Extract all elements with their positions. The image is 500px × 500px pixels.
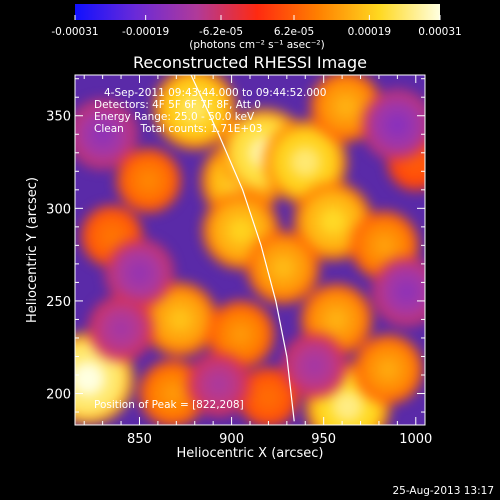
heatmap-source-core <box>161 382 184 405</box>
colorbar-tick-label: -6.2e-05 <box>199 26 243 38</box>
heatmap-source-core <box>258 387 279 407</box>
colorbar-ticks: -0.00031 -0.00019 -6.2e-05 6.2e-05 0.00019 0.… <box>51 15 462 38</box>
heatmap-sources <box>75 75 425 425</box>
heatmap-source-core <box>290 146 321 178</box>
y-tick-label: 200 <box>46 388 71 403</box>
peak-position-label: Position of Peak = [822,208] <box>94 399 244 411</box>
x-tick-label: 900 <box>219 432 244 447</box>
chart-title: Reconstructed RHESSI Image <box>133 53 367 72</box>
heatmap-source-core <box>333 94 359 119</box>
x-tick-label: 950 <box>311 432 336 447</box>
heatmap-source-core <box>332 390 364 422</box>
heatmap-source-core <box>127 261 152 285</box>
annotation-block: 4-Sep-2011 09:43:44.000 to 09:44:52.000 … <box>94 87 326 135</box>
y-axis-label: Heliocentric Y (arcsec) <box>25 177 40 323</box>
heatmap-source-core <box>137 169 160 192</box>
colorbar-tick-label: -0.00019 <box>122 26 169 38</box>
annotation-energy: Energy Range: 25.0 - 50.0 keV <box>94 111 255 123</box>
annotation-time: 4-Sep-2011 09:43:44.000 to 09:44:52.000 <box>104 87 326 99</box>
colorbar-tick-label: 0.00019 <box>348 26 391 38</box>
heatmap-source-core <box>90 122 115 147</box>
x-tick-label: 850 <box>127 432 152 447</box>
heatmap-plot: 850 900 950 1000 200 250 300 350 <box>46 74 432 447</box>
colorbar-tick-label: -0.00031 <box>51 26 98 38</box>
annotation-detectors: Detectors: 4F 5F 6F 7F 8F, Att 0 <box>94 99 261 111</box>
heatmap-source-core <box>270 254 296 281</box>
heatmap-source-core <box>376 357 401 382</box>
y-tick-label: 250 <box>46 295 71 310</box>
colorbar-units-label: (photons cm⁻² s⁻¹ asec⁻²) <box>189 39 324 51</box>
x-axis-label: Heliocentric X (arcsec) <box>177 446 324 461</box>
y-tick-label: 300 <box>46 202 71 217</box>
annotation-clean: Clean Total counts: 1.71E+03 <box>94 123 263 135</box>
footer-timestamp: 25-Aug-2013 13:17 <box>392 485 494 497</box>
heatmap-source-core <box>101 226 122 247</box>
colorbar-tick-label: 0.00031 <box>418 26 461 38</box>
heatmap-source-core <box>229 322 253 346</box>
heatmap-source-core <box>394 279 419 304</box>
solar-limb-curve <box>190 75 295 422</box>
heatmap-source-core <box>324 307 349 332</box>
colorbar: -0.00031 -0.00019 -6.2e-05 6.2e-05 0.00019 0.… <box>51 4 462 51</box>
heatmap-source-core <box>303 354 326 377</box>
x-tick-label: 1000 <box>399 432 432 447</box>
heatmap-source-core <box>385 112 410 138</box>
heatmap-source-core <box>167 306 193 333</box>
heatmap-source-core <box>75 361 105 396</box>
heatmap-source-core <box>227 216 255 245</box>
colorbar-tick-label: 6.2e-05 <box>274 26 314 38</box>
heatmap-source-core <box>207 373 230 395</box>
heatmap-source-core <box>372 233 397 258</box>
heatmap-source-core <box>179 93 210 124</box>
heatmap-source-core <box>318 207 347 236</box>
colorbar-gradient <box>75 4 440 20</box>
axes-ticks: 850 900 950 1000 200 250 300 350 <box>46 75 432 447</box>
y-tick-label: 350 <box>46 110 71 125</box>
heatmap-source-core <box>110 317 133 340</box>
